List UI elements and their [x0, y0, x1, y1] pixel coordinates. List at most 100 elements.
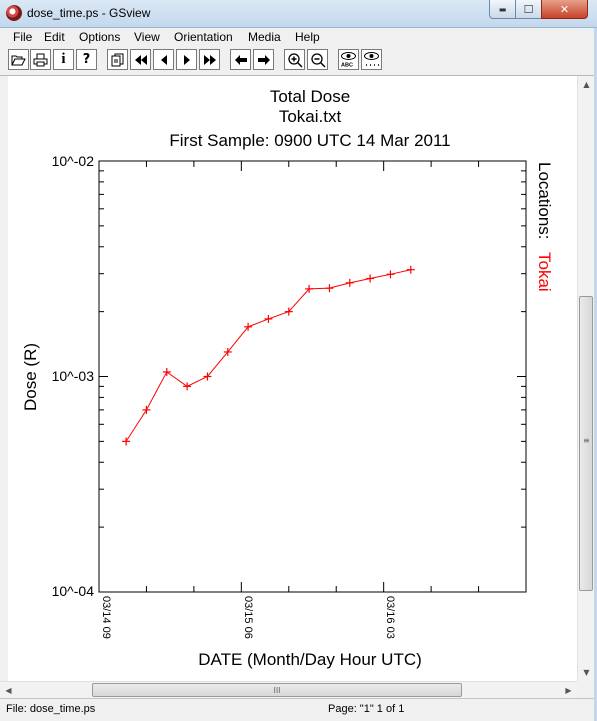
- svg-text:ABC: ABC: [341, 63, 353, 69]
- forward-button[interactable]: [253, 49, 274, 70]
- print-icon: [33, 53, 48, 66]
- data-point-marker: [203, 372, 212, 381]
- horizontal-grip: III: [273, 685, 281, 695]
- data-point-marker: [162, 367, 171, 376]
- x-tick-label-0316: 03/16 03: [384, 596, 396, 639]
- horizontal-scroll-thumb[interactable]: III: [92, 683, 462, 697]
- last-page-icon: [203, 54, 216, 65]
- x-axis-ticks: [98, 161, 527, 592]
- last-page-button[interactable]: [199, 49, 220, 70]
- data-point-marker: [244, 322, 253, 331]
- status-bar: File: dose_time.ps Page: "1" 1 of 1: [0, 698, 594, 721]
- data-point-marker: [183, 382, 192, 391]
- chart-subtitle: Tokai.txt: [279, 107, 342, 126]
- window-right-border: [594, 28, 597, 721]
- open-icon: [11, 55, 26, 66]
- data-point-marker: [223, 347, 232, 356]
- left-edge: [0, 76, 8, 681]
- data-point-marker: [142, 405, 151, 414]
- next-page-icon: [183, 54, 190, 65]
- scroll-down-arrow[interactable]: ▼: [578, 664, 595, 681]
- dose-time-chart: Total Dose Tokai.txt First Sample: 0900 …: [21, 87, 554, 669]
- menu-media[interactable]: Media: [248, 30, 281, 44]
- minimize-button[interactable]: ▬: [489, 0, 516, 19]
- info-button[interactable]: i: [53, 49, 74, 70]
- y-tick-label-mid: 10^-03: [52, 368, 95, 384]
- scroll-right-icon: ▶: [565, 686, 572, 695]
- document-viewport[interactable]: Total Dose Tokai.txt First Sample: 0900 …: [8, 76, 577, 681]
- gsview-app-icon[interactable]: [6, 5, 22, 21]
- vertical-grip: ≡: [583, 436, 590, 445]
- scroll-left-icon: ◀: [5, 686, 12, 695]
- scroll-right-arrow[interactable]: ▶: [560, 682, 577, 699]
- status-page: Page: "1" 1 of 1: [328, 703, 405, 715]
- y-tick-label-top: 10^-02: [52, 153, 95, 169]
- menu-orientation[interactable]: Orientation: [174, 30, 233, 44]
- go-to-page-icon: [111, 53, 124, 66]
- scroll-corner: [577, 681, 594, 698]
- maximize-button[interactable]: ☐: [515, 0, 542, 19]
- menu-bar: File Edit Options View Orientation Media…: [0, 28, 597, 46]
- previous-page-button[interactable]: [153, 49, 174, 70]
- x-tick-labels: 03/14 09 03/15 06 03/16 03: [100, 596, 396, 639]
- data-point-marker: [386, 270, 395, 279]
- print-button[interactable]: [30, 49, 51, 70]
- first-page-button[interactable]: [130, 49, 151, 70]
- next-page-button[interactable]: [176, 49, 197, 70]
- menu-help[interactable]: Help: [295, 30, 320, 44]
- toolbar: i ? ABC: [0, 46, 597, 76]
- horizontal-scrollbar[interactable]: ◀ III ▶: [0, 681, 577, 698]
- help-button[interactable]: ?: [76, 49, 97, 70]
- help-icon: ?: [82, 52, 91, 67]
- preview-dots-button[interactable]: [361, 49, 382, 70]
- scroll-up-icon: ▲: [583, 80, 590, 89]
- series-tokai: [122, 265, 415, 446]
- scroll-up-arrow[interactable]: ▲: [578, 76, 595, 93]
- vertical-scroll-thumb[interactable]: ≡: [579, 296, 593, 591]
- data-point-marker: [325, 284, 334, 293]
- plot-frame: [98, 160, 527, 593]
- series-line-tokai: [125, 269, 411, 442]
- scroll-left-arrow[interactable]: ◀: [0, 682, 17, 699]
- zoom-out-button[interactable]: [307, 49, 328, 70]
- y-axis-ticks: [99, 160, 526, 593]
- status-file: File: dose_time.ps: [6, 703, 96, 715]
- data-point-marker: [345, 278, 354, 287]
- first-page-icon: [134, 54, 147, 65]
- chart-title: Total Dose: [270, 87, 350, 106]
- preview-text-button[interactable]: ABC: [338, 49, 359, 70]
- forward-icon: [257, 54, 270, 65]
- data-point-marker: [284, 307, 293, 316]
- data-point-marker: [305, 284, 314, 293]
- menu-view[interactable]: View: [134, 30, 160, 44]
- legend-title: Locations:: [535, 162, 554, 240]
- close-button[interactable]: ✕: [541, 0, 588, 19]
- window-title: dose_time.ps - GSview: [27, 6, 151, 20]
- x-axis-label: DATE (Month/Day Hour UTC): [198, 650, 422, 669]
- x-tick-label-0315: 03/15 06: [242, 596, 254, 639]
- y-tick-label-bottom: 10^-04: [52, 583, 95, 599]
- chart-first-sample: First Sample: 0900 UTC 14 Mar 2011: [169, 131, 450, 150]
- previous-page-icon: [160, 54, 167, 65]
- preview-text-icon: ABC: [341, 52, 356, 69]
- close-icon: ✕: [559, 2, 570, 16]
- data-point-marker: [122, 437, 131, 446]
- x-tick-label-0314: 03/14 09: [100, 596, 112, 639]
- legend-series-tokai: Tokai: [535, 252, 554, 292]
- go-to-page-button[interactable]: [107, 49, 128, 70]
- menu-options[interactable]: Options: [79, 30, 121, 44]
- zoom-in-button[interactable]: [284, 49, 305, 70]
- menu-edit[interactable]: Edit: [44, 30, 65, 44]
- open-button[interactable]: [8, 49, 29, 70]
- maximize-icon: ☐: [523, 2, 534, 16]
- data-point-marker: [264, 314, 273, 323]
- data-point-marker: [366, 274, 375, 283]
- back-button[interactable]: [230, 49, 251, 70]
- zoom-in-icon: [287, 52, 303, 68]
- back-icon: [234, 54, 247, 65]
- menu-file[interactable]: File: [13, 30, 33, 44]
- info-icon: i: [61, 51, 66, 67]
- vertical-scrollbar[interactable]: ▲ ≡ ▼: [577, 76, 594, 681]
- data-point-marker: [406, 265, 415, 274]
- title-bar: dose_time.ps - GSview ▬ ☐ ✕: [0, 0, 597, 28]
